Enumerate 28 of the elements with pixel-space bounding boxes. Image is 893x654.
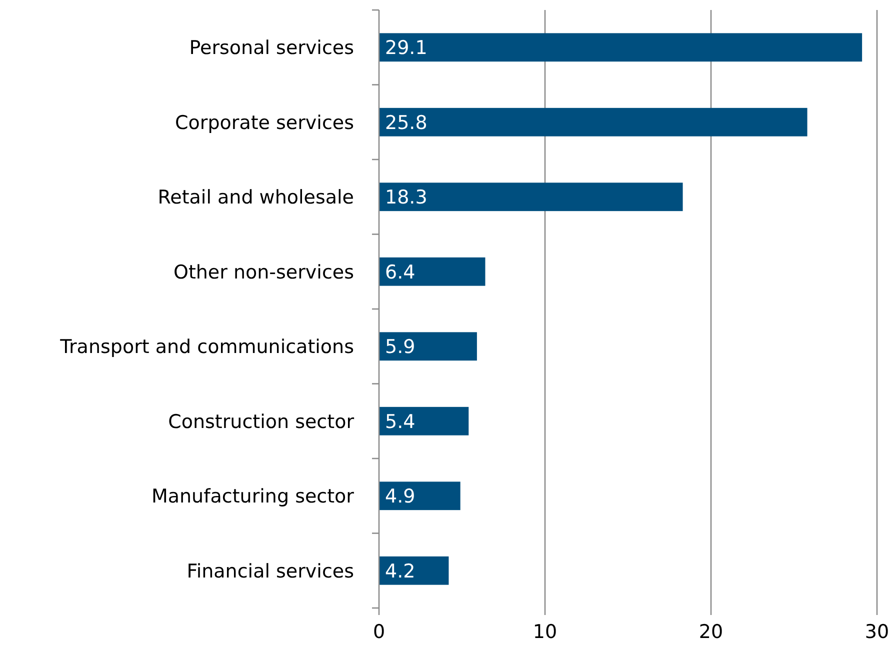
y-tick-label: Manufacturing sector xyxy=(151,486,354,508)
y-tick-label: Transport and communications xyxy=(59,336,354,358)
bar xyxy=(379,482,460,510)
bar xyxy=(379,182,683,212)
bar xyxy=(379,332,477,361)
y-tick-label: Other non-services xyxy=(173,261,354,284)
bar xyxy=(379,406,469,436)
y-tick-label: Corporate services xyxy=(175,112,354,134)
x-tick-label: 30 xyxy=(864,621,890,643)
bar xyxy=(379,257,486,286)
x-tick-label: 20 xyxy=(698,621,724,643)
data-label: 5.4 xyxy=(385,410,416,433)
data-label: 4.2 xyxy=(385,560,416,582)
data-label: 18.3 xyxy=(385,186,428,209)
y-tick-label: Financial services xyxy=(186,560,354,582)
bar xyxy=(379,33,862,62)
x-tick-label: 0 xyxy=(372,621,386,643)
data-label: 4.9 xyxy=(385,486,416,508)
data-label: 5.9 xyxy=(385,336,416,358)
data-label: 25.8 xyxy=(385,112,428,134)
y-tick-label: Retail and wholesale xyxy=(158,186,354,209)
bar xyxy=(379,108,808,136)
x-tick-label: 10 xyxy=(532,621,558,643)
data-label: 29.1 xyxy=(385,37,428,60)
y-tick-label: Personal services xyxy=(189,37,354,60)
bar xyxy=(379,556,449,585)
data-label: 6.4 xyxy=(385,261,416,284)
y-tick-label: Construction sector xyxy=(168,410,354,433)
